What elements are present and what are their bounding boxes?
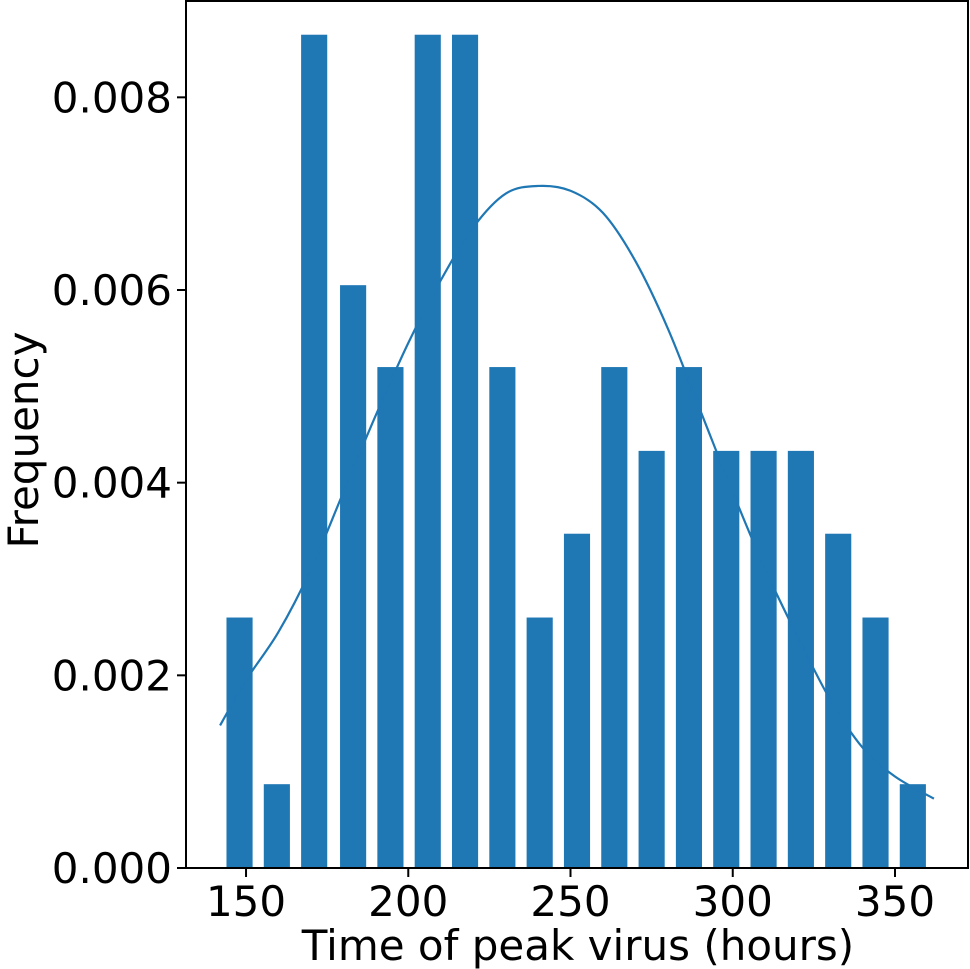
y-tick-label: 0.006 <box>52 266 172 315</box>
x-axis-label: Time of peak virus (hours) <box>301 921 854 969</box>
bar <box>377 367 404 868</box>
y-tick-label: 0.000 <box>52 844 172 893</box>
y-tick-label: 0.002 <box>52 651 172 700</box>
bar <box>638 450 665 868</box>
y-tick-label: 0.008 <box>52 73 172 122</box>
x-tick-label: 150 <box>206 877 286 926</box>
bar <box>601 367 628 868</box>
bar <box>451 34 479 869</box>
axes-frame <box>185 0 969 869</box>
bar <box>526 617 553 868</box>
bar <box>226 617 253 868</box>
y-tick-label: 0.004 <box>52 459 172 508</box>
x-tick-label: 250 <box>530 877 610 926</box>
x-tick-label: 200 <box>368 877 448 926</box>
bar <box>750 450 777 868</box>
bar <box>340 285 367 868</box>
density-curve <box>219 184 935 800</box>
y-axis-ticks: 0.000 0.002 0.004 0.006 0.008 <box>52 73 186 893</box>
bar <box>563 533 591 868</box>
bar <box>862 617 889 868</box>
bar <box>489 367 516 868</box>
bar <box>675 367 703 868</box>
plot-frame <box>185 0 969 869</box>
y-axis-label: Frequency <box>0 332 48 549</box>
bar <box>713 450 740 868</box>
bars-layer <box>226 34 926 869</box>
x-tick-label: 350 <box>855 877 935 926</box>
bar <box>414 34 441 869</box>
bar <box>301 34 328 869</box>
bar <box>825 533 852 868</box>
x-axis-ticks: 150 200 250 300 350 <box>206 868 935 926</box>
bar <box>263 784 290 868</box>
bar <box>899 784 926 868</box>
x-tick-label: 300 <box>693 877 773 926</box>
